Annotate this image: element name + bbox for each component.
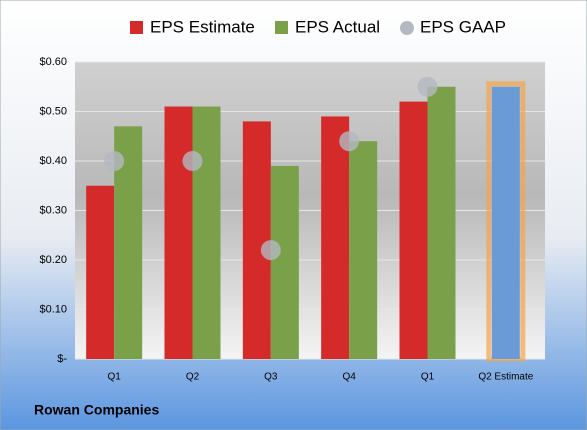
legend-marker [275,21,288,34]
legend-label: EPS Estimate [150,17,255,36]
bar [427,86,456,359]
bar [242,121,271,360]
y-tick-label: $0.10 [39,303,67,315]
bar [399,101,428,359]
y-tick-label: $- [57,353,67,365]
y-tick-label: $0.40 [39,155,67,167]
highlight-bar [491,86,520,359]
y-tick-label: $0.30 [39,204,67,216]
bar [270,165,299,359]
x-tick-label: Q4 [342,372,356,383]
gaap-marker [260,240,281,261]
legend-marker [400,21,414,35]
gaap-marker [417,76,438,97]
bar [321,116,350,359]
x-tick-label: Q3 [264,372,278,383]
legend-label: EPS Actual [295,17,380,36]
y-tick-label: $0.60 [39,56,67,68]
gaap-marker [339,131,360,152]
y-tick-label: $0.20 [39,254,67,266]
x-tick-label: Q1 [107,372,121,383]
bar [192,106,221,359]
legend-marker [130,21,143,34]
gaap-marker [182,151,203,171]
gaap-marker [104,151,125,171]
x-tick-label: Q2 [186,372,200,383]
bar [349,141,378,359]
x-tick-label: Q1 [421,372,435,383]
bar [164,106,193,359]
x-tick-label: Q2 Estimate [478,372,533,383]
bar [86,185,115,359]
y-tick-label: $0.50 [39,105,67,117]
legend-label: EPS GAAP [420,17,506,36]
footer: Rowan Companies [34,402,159,418]
